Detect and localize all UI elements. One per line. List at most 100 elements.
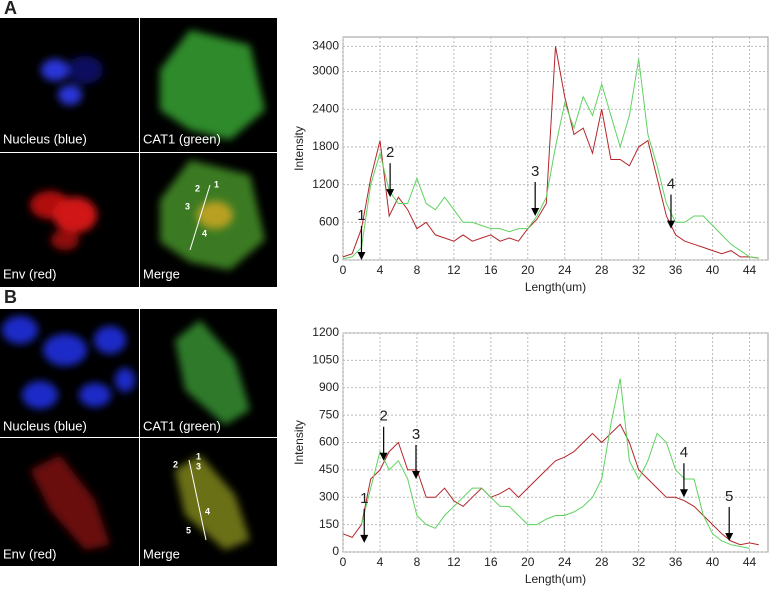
y-tick-label: 1050 — [312, 353, 339, 367]
annotation-arrowhead — [666, 220, 675, 229]
x-tick-label: 44 — [743, 263, 757, 277]
y-tick-label: 300 — [319, 489, 339, 503]
y-axis-label: Intensity — [292, 420, 306, 465]
nucleus-signal — [41, 56, 103, 105]
annotation-label: 3 — [412, 426, 420, 443]
x-tick-label: 12 — [447, 263, 461, 277]
caption: Nucleus (blue) — [3, 131, 87, 146]
caption: Merge — [143, 546, 180, 561]
x-tick-label: 36 — [669, 555, 683, 569]
x-tick-label: 40 — [706, 555, 720, 569]
series-line — [342, 423, 759, 546]
annotation-arrowhead — [679, 489, 688, 498]
series-line — [342, 58, 759, 260]
panel-label: B — [4, 287, 17, 307]
x-tick-label: 24 — [558, 263, 572, 277]
annotation-label: 5 — [725, 488, 733, 505]
profile-mark: 2 — [195, 183, 200, 193]
profile-mark: 5 — [186, 525, 191, 535]
x-tick-label: 4 — [377, 555, 384, 569]
x-tick-label: 8 — [414, 263, 421, 277]
profile-line — [188, 459, 207, 541]
cat1-signal — [175, 320, 250, 425]
annotation-label: 4 — [667, 176, 675, 193]
annotation-label: 2 — [379, 408, 387, 425]
y-tick-label: 2400 — [312, 101, 339, 115]
annotation-arrowhead — [411, 471, 420, 479]
x-tick-label: 40 — [706, 263, 720, 277]
profile-mark: 3 — [185, 201, 190, 211]
x-tick-label: 16 — [484, 555, 498, 569]
x-tick-label: 28 — [595, 263, 609, 277]
panel-label: A — [4, 0, 17, 18]
profile-mark: 1 — [214, 179, 219, 189]
profile-mark: 1 — [196, 451, 201, 461]
profile-mark: 4 — [205, 506, 210, 516]
y-tick-label: 600 — [319, 435, 339, 449]
image-grid: Nucleus (blue) CAT1 (green) Env (red) Me… — [0, 309, 277, 566]
y-tick-label: 3400 — [312, 39, 339, 53]
caption: Env (red) — [3, 546, 56, 561]
annotation-label: 3 — [531, 163, 539, 180]
profile-mark: 2 — [173, 459, 178, 469]
annotation-arrowhead — [360, 534, 369, 543]
x-axis-label: Length(um) — [525, 572, 586, 586]
x-tick-label: 12 — [447, 555, 461, 569]
y-axis-label: Intensity — [292, 126, 306, 171]
annotation-label: 2 — [386, 144, 394, 161]
annotation-label: 1 — [357, 207, 365, 224]
profile-mark: 4 — [202, 228, 207, 238]
annotation-arrowhead — [531, 208, 540, 217]
merge-signal — [197, 201, 233, 229]
caption: CAT1 (green) — [143, 131, 221, 146]
profile-mark: 3 — [196, 461, 201, 471]
x-tick-label: 8 — [414, 555, 421, 569]
caption: Env (red) — [3, 266, 56, 281]
x-tick-label: 32 — [632, 263, 646, 277]
y-tick-label: 150 — [319, 517, 339, 531]
y-tick-label: 1200 — [312, 325, 339, 339]
x-axis-label: Length(um) — [525, 280, 586, 294]
y-tick-label: 1800 — [312, 139, 339, 153]
y-tick-label: 0 — [332, 252, 339, 266]
annotation-arrowhead — [379, 452, 388, 461]
x-tick-label: 20 — [521, 263, 535, 277]
annotation-label: 4 — [680, 444, 688, 461]
y-tick-label: 900 — [319, 380, 339, 394]
caption: Merge — [143, 266, 180, 281]
x-tick-label: 44 — [743, 555, 757, 569]
y-tick-label: 0 — [332, 544, 339, 558]
series-line — [342, 46, 759, 259]
x-tick-label: 20 — [521, 555, 535, 569]
annotation-label: 1 — [360, 490, 368, 507]
annotation-arrowhead — [357, 252, 366, 260]
x-tick-label: 32 — [632, 555, 646, 569]
merge-signal — [175, 455, 250, 550]
cat1-signal — [160, 30, 265, 140]
x-tick-label: 28 — [595, 555, 609, 569]
series-line — [361, 378, 750, 549]
profile-line — [189, 184, 211, 251]
y-tick-label: 600 — [319, 214, 339, 228]
env-signal — [30, 455, 110, 550]
env-signal — [30, 191, 97, 250]
caption: Nucleus (blue) — [3, 418, 87, 433]
caption: CAT1 (green) — [143, 418, 221, 433]
x-tick-label: 4 — [377, 263, 384, 277]
y-tick-label: 3000 — [312, 64, 339, 78]
y-tick-label: 1200 — [312, 177, 339, 191]
annotation-arrowhead — [725, 533, 734, 542]
annotation-arrowhead — [386, 189, 395, 198]
image — [0, 18, 139, 152]
x-tick-label: 0 — [340, 555, 347, 569]
y-tick-label: 450 — [319, 462, 339, 476]
image-grid: Nucleus (blue) CAT1 (green) Env (red) Me… — [0, 18, 277, 287]
x-tick-label: 24 — [558, 555, 572, 569]
x-tick-label: 0 — [340, 263, 347, 277]
y-tick-label: 750 — [319, 407, 339, 421]
x-tick-label: 16 — [484, 263, 498, 277]
nucleus-signal — [2, 316, 135, 409]
x-tick-label: 36 — [669, 263, 683, 277]
